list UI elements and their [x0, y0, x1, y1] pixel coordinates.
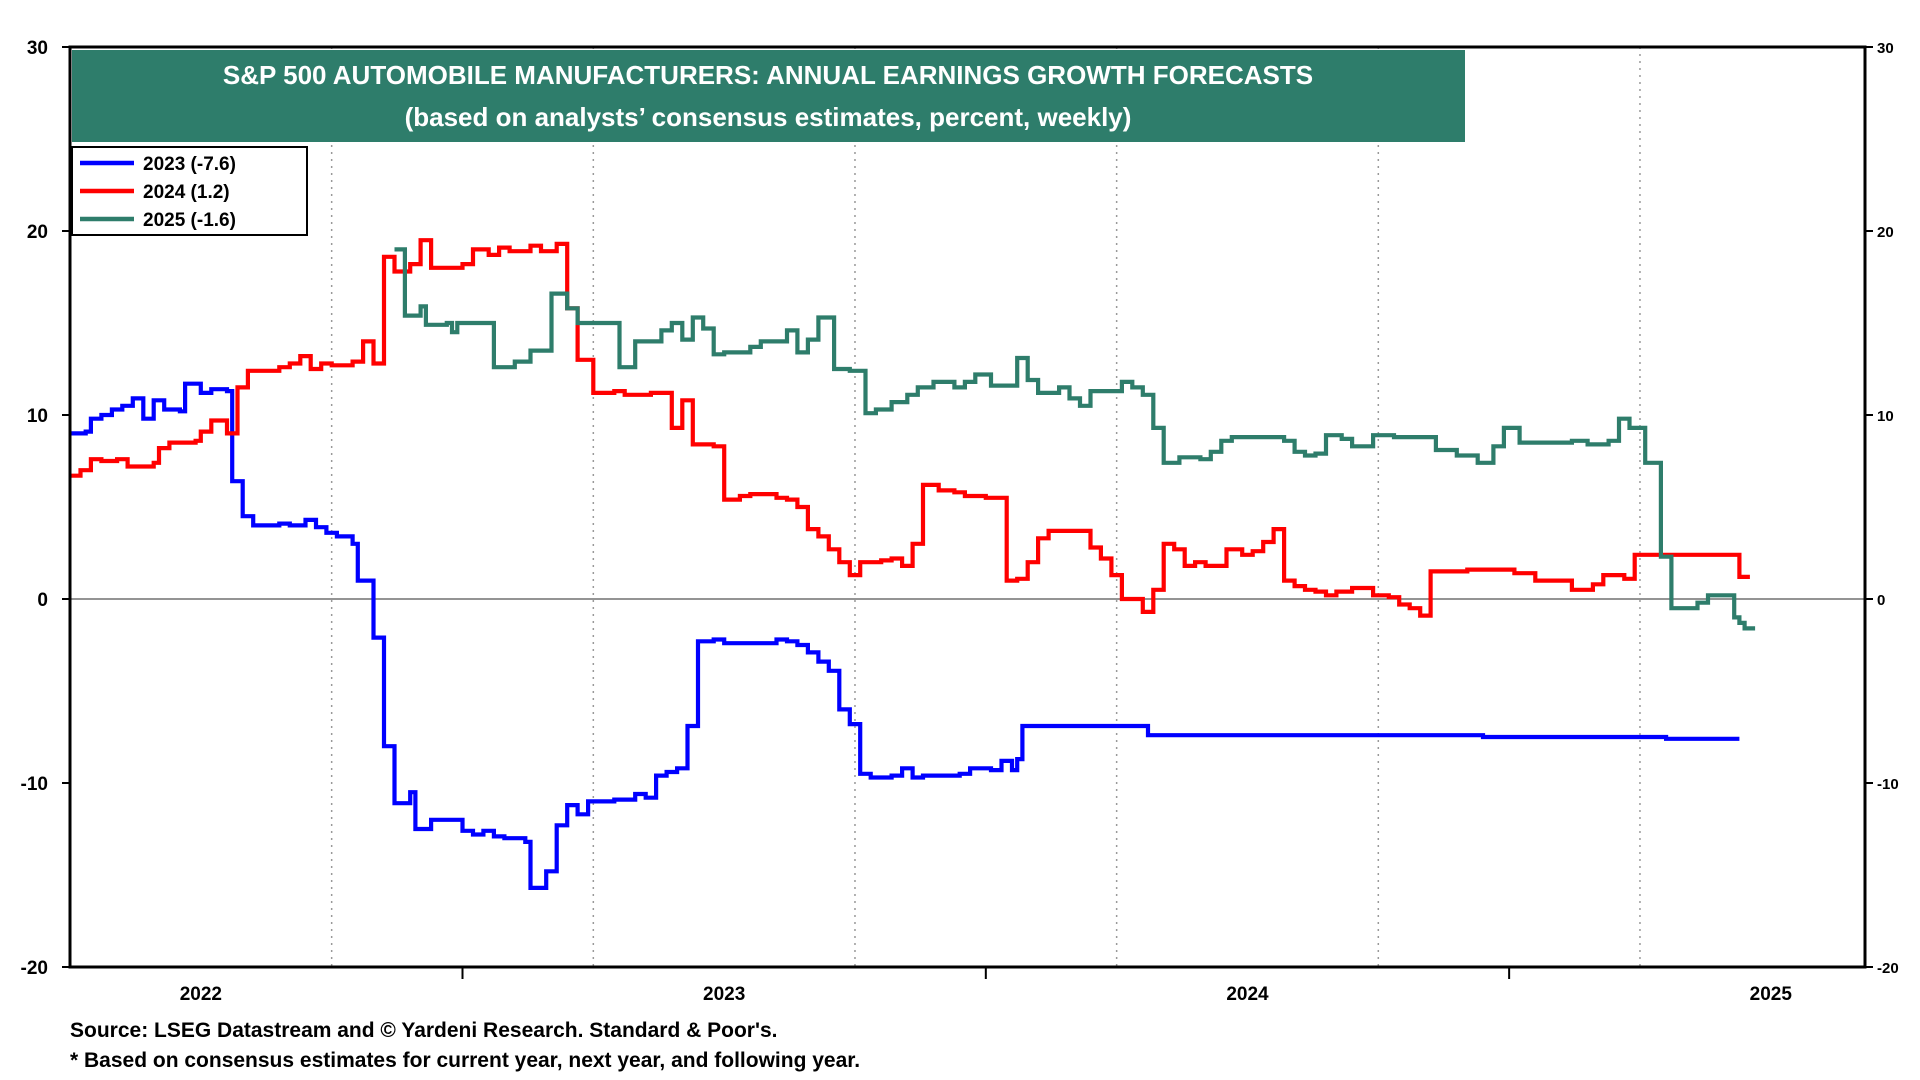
legend-label-1: 2023 (-7.6)	[143, 154, 236, 175]
series-line-3	[394, 247, 1756, 631]
footnote: * Based on consensus estimates for curre…	[70, 1049, 860, 1072]
series-line-1	[70, 381, 1740, 890]
source-note: Source: LSEG Datastream and © Yardeni Re…	[70, 1019, 777, 1042]
y-tick-label-left: -20	[21, 958, 48, 979]
y-tick-label-left: 20	[27, 222, 48, 243]
x-tick-label: 2023	[703, 984, 745, 1005]
chart-title: S&P 500 AUTOMOBILE MANUFACTURERS: ANNUAL…	[223, 60, 1313, 90]
y-tick-label-right: -10	[1877, 776, 1899, 793]
legend-label-2: 2024 (1.2)	[143, 182, 230, 203]
y-tick-label-right: 20	[1877, 224, 1894, 241]
y-tick-label-right: 10	[1877, 408, 1894, 425]
x-tick-label: 2024	[1226, 984, 1269, 1005]
y-tick-label-left: 10	[27, 406, 48, 427]
x-tick-label: 2022	[180, 984, 222, 1005]
legend-label-3: 2025 (-1.6)	[143, 210, 236, 231]
plot-frame	[68, 45, 1867, 969]
series-line-2	[70, 238, 1750, 618]
y-tick-label-left: -10	[21, 774, 48, 795]
chart-subtitle: (based on analysts’ consensus estimates,…	[405, 102, 1132, 132]
title-box	[72, 50, 1465, 142]
y-tick-label-right: 0	[1877, 592, 1885, 609]
y-tick-label-left: 0	[37, 590, 48, 611]
y-tick-label-right: 30	[1877, 40, 1894, 57]
x-tick-label: 2025	[1750, 984, 1793, 1005]
y-tick-label-right: -20	[1877, 960, 1899, 977]
y-tick-label-left: 30	[27, 38, 48, 59]
